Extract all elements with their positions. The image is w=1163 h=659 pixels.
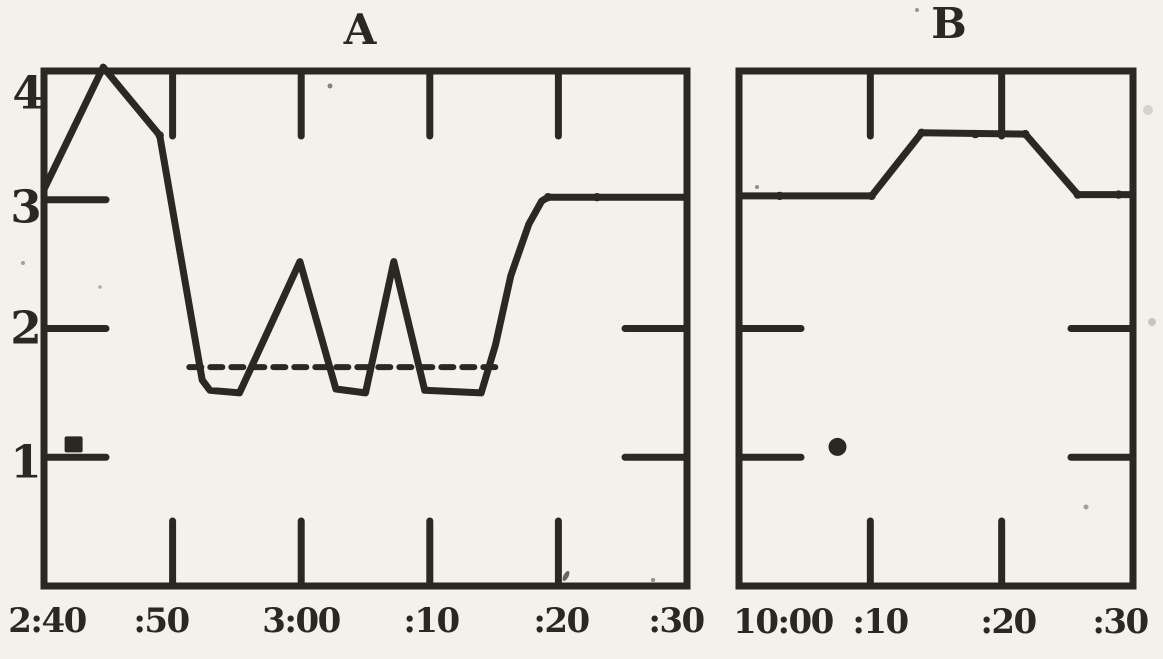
- paper-speck: [98, 285, 102, 289]
- paper-speck: [1148, 318, 1156, 326]
- data-point-dot-a: [543, 193, 553, 202]
- paper-speck: [651, 578, 655, 582]
- x-axis-label-b: :30: [1092, 602, 1149, 642]
- x-axis-label-a: 2:40: [8, 601, 87, 641]
- data-line-a: [40, 63, 691, 397]
- paper-speck: [562, 571, 570, 581]
- y-axis-label: 2: [10, 301, 42, 355]
- data-point-dot-a: [155, 131, 164, 140]
- x-axis-label-b: 10:00: [733, 602, 834, 642]
- x-axis-label-a: :50: [133, 601, 190, 641]
- paper-speck: [1143, 105, 1153, 115]
- data-point-dot-b: [1114, 190, 1123, 199]
- x-axis-label-b: :10: [852, 602, 909, 642]
- square-ink-mark: [64, 436, 83, 453]
- data-point-dot-b: [971, 129, 980, 139]
- data-point-dot-b: [917, 128, 926, 137]
- paper-speck: [21, 261, 25, 265]
- y-axis-label: 4: [12, 66, 44, 120]
- x-axis-label-b: :20: [980, 602, 1037, 642]
- y-axis-label: 1: [10, 435, 42, 489]
- x-axis-label-a: :20: [533, 601, 590, 641]
- paper-speck: [1083, 504, 1089, 510]
- data-point-dot-b: [1021, 129, 1030, 139]
- data-point-dot-b: [867, 191, 876, 201]
- x-axis-label-a: 3:00: [262, 601, 341, 641]
- x-axis-label-a: :30: [648, 601, 705, 641]
- data-point-dot-a: [592, 193, 602, 202]
- plot-frame-a: [40, 67, 691, 590]
- data-point-dot-b: [1073, 190, 1083, 199]
- data-line-b: [735, 129, 1137, 200]
- x-axis-label-a: :10: [403, 601, 460, 641]
- paper-speck: [755, 185, 759, 189]
- paper-speck: [327, 83, 333, 89]
- paper-speck: [915, 8, 919, 12]
- dot-ink-mark: [828, 437, 847, 456]
- data-point-dot-b: [775, 191, 784, 201]
- chart-a-title: A: [343, 5, 377, 54]
- chart-b-title: B: [931, 0, 967, 48]
- y-axis-label: 3: [10, 180, 42, 234]
